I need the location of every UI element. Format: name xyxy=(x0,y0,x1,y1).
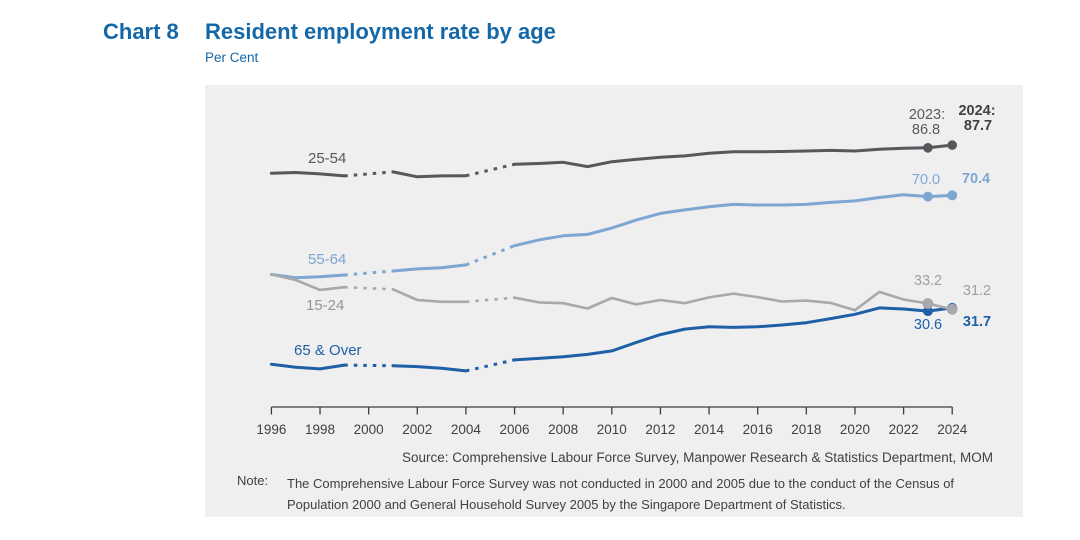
series-label-15-24: 15-24 xyxy=(306,297,345,314)
annotation-2023-prefix: 2023: xyxy=(908,107,946,123)
data-point-marker xyxy=(947,140,957,150)
series-label-25-54: 25-54 xyxy=(308,150,347,167)
annotation-2024-value-15-24: 31.2 xyxy=(962,283,992,299)
x-axis-tick-label: 2018 xyxy=(791,422,821,437)
chart-panel xyxy=(205,85,1023,517)
x-axis-tick-label: 1996 xyxy=(256,422,286,437)
x-axis-tick-label: 2000 xyxy=(354,422,384,437)
data-point-marker xyxy=(946,303,958,315)
x-axis-tick-label: 2022 xyxy=(889,422,919,437)
annotation-2023-value-55-64: 70.0 xyxy=(911,172,941,188)
annotation-2024-value-65over: 31.7 xyxy=(962,314,992,330)
source-line: Source: Comprehensive Labour Force Surve… xyxy=(402,450,993,465)
x-axis-tick-label: 2008 xyxy=(548,422,578,437)
series-label-65-over: 65 & Over xyxy=(294,342,362,359)
data-point-marker xyxy=(922,191,933,202)
note-text: The Comprehensive Labour Force Survey wa… xyxy=(287,476,955,513)
data-point-marker xyxy=(923,143,933,153)
data-point-marker xyxy=(922,306,933,317)
annotation-2024-prefix: 2024: xyxy=(958,103,996,119)
x-axis-tick-label: 2016 xyxy=(743,422,773,437)
series-line-25-54 xyxy=(269,140,957,179)
data-point-marker xyxy=(922,298,934,309)
x-axis-tick-label: 2004 xyxy=(451,422,482,437)
series-line-55-64 xyxy=(269,190,958,280)
x-axis-tick-label: 2014 xyxy=(694,422,725,437)
page-title: Resident employment rate by age xyxy=(205,19,556,44)
x-axis-tick-label: 2020 xyxy=(840,422,870,437)
x-axis-tick-label: 1998 xyxy=(305,422,335,437)
data-point-marker xyxy=(947,190,958,201)
annotation-2023-value-65over: 30.6 xyxy=(913,317,943,333)
x-axis-tick-label: 2002 xyxy=(402,422,432,437)
annotation-2023-value-25-54: 86.8 xyxy=(911,122,941,138)
series-line-65-over xyxy=(269,302,958,373)
series-label-55-64: 55-64 xyxy=(308,251,347,268)
x-axis-tick-label: 2024 xyxy=(937,422,968,437)
x-axis-tick-label: 2012 xyxy=(645,422,675,437)
x-axis: 1996 1998 2000 2002 2004 2006 2008 2010 2012 2014… xyxy=(256,406,968,437)
annotation-2023-value-15-24: 33.2 xyxy=(913,273,943,289)
x-axis-tick-label: 2006 xyxy=(500,422,530,437)
annotation-2024-value-55-64: 70.4 xyxy=(961,171,991,187)
series-line-15-24 xyxy=(270,273,958,315)
chart-number-label: Chart 8 xyxy=(103,19,179,44)
note-label: Note: xyxy=(237,473,269,488)
x-axis-tick-label: 2010 xyxy=(597,422,627,437)
annotation-2024-value-25-54: 87.7 xyxy=(963,118,993,134)
chart-unit-subtitle: Per Cent xyxy=(205,50,259,65)
